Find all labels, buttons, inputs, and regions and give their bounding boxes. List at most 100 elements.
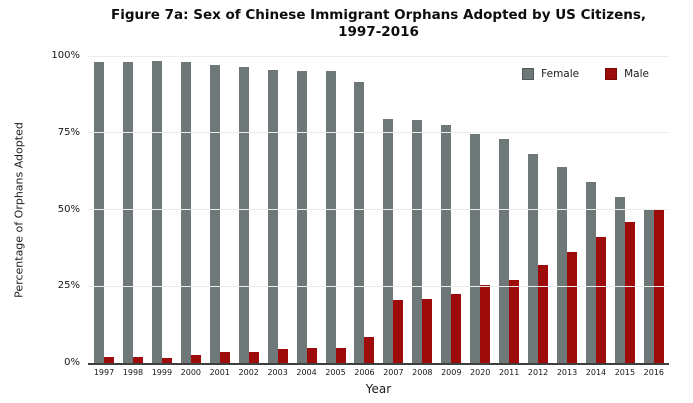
male-bar-2015 [624,221,635,363]
male-bar-2001 [219,352,230,363]
bar-group-2006: 2006 [354,56,375,377]
x-tick-label-2006: 2006 [354,368,375,377]
x-tick-label-2002: 2002 [238,368,259,377]
male-bar-2007 [393,300,404,363]
female-bar-2001 [209,65,220,363]
male-bar-2008 [422,298,433,363]
female-bar-2003 [267,69,278,363]
bar-group-2004: 2004 [296,56,317,377]
bar-group-2001: 2001 [209,56,230,377]
x-tick-label-2012: 2012 [527,368,549,377]
female-bar-2008 [412,120,423,363]
chart-title-line2: 1997-2016 [338,24,419,40]
male-bar-2013 [567,252,577,363]
legend-item-male: Male [605,68,649,80]
bar-group-2015: 2015 [614,56,635,377]
x-tick-label-2004: 2004 [296,368,317,377]
male-bar-2002 [248,352,259,363]
female-bar-2004 [296,71,307,363]
bar-group-2011: 2011 [499,56,520,377]
bar-group-2020: 2020 [470,56,491,377]
x-tick-label-2009: 2009 [441,368,462,377]
y-axis-label: Percentage of Orphans Adopted [12,122,26,298]
bar-group-2014: 2014 [585,56,606,377]
male-bar-2000 [190,355,201,363]
legend-label-female: Female [541,68,580,80]
female-bar-2007 [383,118,394,363]
female-bar-2005 [325,71,336,363]
plot-area: 1997 1998 1999 2000 2001 2002 2003 2004 2005 2006… [88,56,669,377]
x-tick-label-1999: 1999 [151,368,173,377]
female-bar-2013 [557,166,567,363]
bar-group-2009: 2009 [441,56,462,377]
female-bar-2014 [585,181,596,363]
legend: Female Male [522,68,649,80]
male-swatch-icon [605,68,618,80]
male-bar-1999 [161,358,172,363]
gridline-25 [88,285,669,287]
female-bar-2011 [499,138,510,363]
x-tick-label-2016: 2016 [643,368,664,377]
male-bar-2020 [480,284,491,363]
x-tick-label-2020: 2020 [470,368,491,377]
male-bar-2004 [306,347,317,363]
x-tick-label-2001: 2001 [209,368,230,377]
y-tick-label-0: 0% [64,357,80,368]
bar-group-2005: 2005 [325,56,346,377]
legend-item-female: Female [522,68,579,80]
x-tick-label-2013: 2013 [556,368,578,377]
female-bar-2002 [238,66,249,363]
male-bar-2009 [451,293,462,363]
gridline-50 [88,209,669,210]
male-bar-2006 [364,336,375,363]
x-tick-label-2005: 2005 [325,368,346,377]
bar-group-2000: 2000 [180,56,201,377]
male-bar-1998 [132,356,143,363]
x-tick-label-1998: 1998 [122,368,144,377]
male-bar-2014 [595,237,606,363]
female-bar-2009 [441,125,452,363]
y-tick-label-100: 100% [51,50,80,61]
bar-group-2003: 2003 [267,56,288,377]
bar-group-1997: 1997 [94,56,114,377]
legend-label-male: Male [624,68,649,80]
female-bar-2006 [354,82,365,363]
bar-group-2007: 2007 [383,56,404,377]
x-tick-label-2011: 2011 [498,368,520,377]
chart-title-line1: Figure 7a: Sex of Chinese Immigrant Orph… [111,7,646,23]
gridline-100 [88,56,669,57]
x-tick-label-2003: 2003 [267,368,288,377]
bar-group-1999: 1999 [152,56,172,377]
bar-groups: 1997 1998 1999 2000 2001 2002 2003 2004 2005 2006… [88,56,669,377]
female-bar-1998 [122,62,133,363]
male-bar-2012 [538,264,549,363]
male-bar-2003 [277,349,288,363]
bar-group-2012: 2012 [528,56,549,377]
male-bar-2011 [509,280,520,363]
y-tick-label-25: 25% [57,280,80,292]
chart-title: Figure 7a: Sex of Chinese Immigrant Orph… [88,7,669,41]
female-bar-1997 [94,62,104,363]
y-tick-label-50: 50% [57,203,80,215]
x-tick-label-1997: 1997 [93,368,115,377]
x-axis-label: Year [365,382,392,396]
x-tick-label-2015: 2015 [614,368,636,377]
x-tick-label-2008: 2008 [412,368,433,377]
x-tick-label-2000: 2000 [180,368,201,377]
male-bar-1997 [104,356,114,363]
bar-group-2013: 2013 [557,56,577,377]
gridline-75 [88,132,669,134]
x-tick-label-2014: 2014 [585,368,607,377]
y-tick-label-75: 75% [57,126,80,138]
bar-group-2008: 2008 [412,56,433,377]
female-bar-2012 [528,154,539,363]
bar-group-1998: 1998 [122,56,143,377]
female-bar-2000 [180,62,191,363]
female-bar-2020 [470,134,481,363]
female-swatch-icon [522,68,535,80]
female-bar-2015 [614,197,625,363]
male-bar-2005 [335,347,346,363]
x-tick-label-2007: 2007 [383,368,404,377]
bar-group-2002: 2002 [238,56,259,377]
